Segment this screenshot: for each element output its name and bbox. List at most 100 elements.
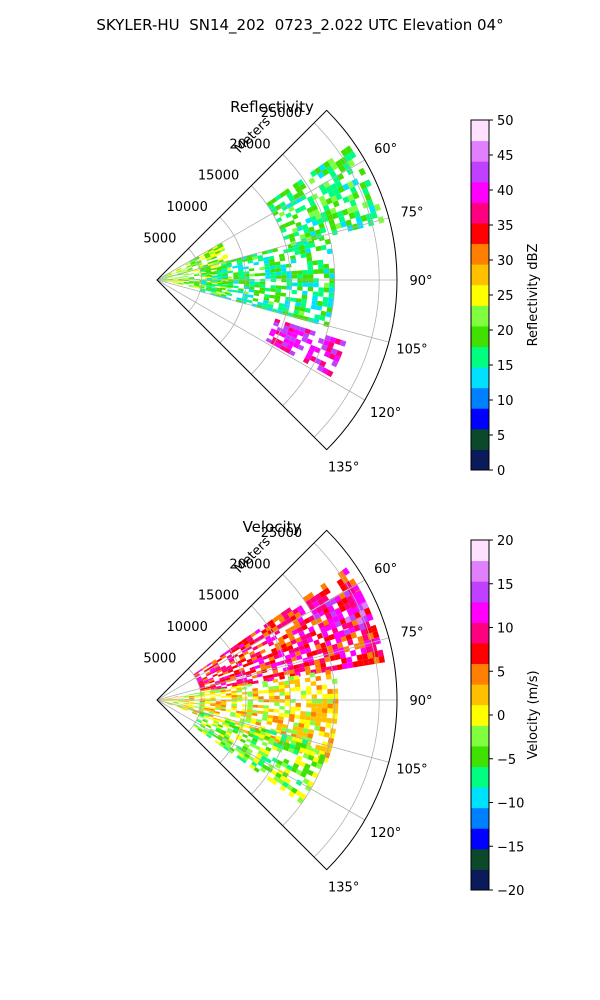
data-cell — [320, 188, 329, 196]
data-cell — [281, 762, 288, 768]
data-cell — [162, 698, 168, 700]
data-cell — [253, 261, 259, 266]
data-cell — [194, 256, 200, 260]
data-cell — [222, 273, 228, 276]
data-cell — [268, 656, 275, 662]
data-cell — [181, 268, 187, 271]
chart-panel-reflectivity: Reflectivity60°75°90°105°120°135°5000100… — [143, 98, 541, 479]
data-cell — [220, 701, 227, 704]
data-cell — [157, 280, 163, 281]
data-cell — [272, 336, 279, 343]
data-cell — [267, 717, 273, 722]
data-cell — [162, 280, 168, 281]
data-cell — [194, 274, 200, 277]
data-cell — [295, 702, 301, 707]
data-cell — [288, 350, 296, 357]
data-cell — [204, 702, 211, 705]
data-cell — [329, 278, 335, 284]
colorbar: −20 −15 −10 −5 0 5 10 15 20 Velocity (m/s) — [470, 534, 541, 899]
data-cell — [362, 659, 370, 666]
colorbar-swatch — [471, 828, 489, 850]
data-cell — [220, 695, 227, 698]
data-cell — [172, 703, 178, 706]
data-cell — [211, 256, 217, 260]
data-cell — [187, 268, 193, 271]
data-cell — [256, 719, 262, 723]
data-cell — [284, 684, 290, 689]
data-cell — [284, 691, 291, 696]
data-cell — [251, 712, 258, 717]
data-cell — [291, 289, 298, 295]
data-cell — [233, 274, 239, 278]
data-cell — [207, 732, 213, 737]
data-cell — [275, 645, 283, 651]
data-cell — [302, 270, 308, 275]
data-cell — [335, 159, 343, 168]
data-cell — [238, 667, 245, 672]
data-cell — [196, 677, 202, 681]
data-cell — [157, 278, 162, 280]
azimuth-spoke — [156, 637, 389, 701]
data-cell — [300, 694, 307, 699]
data-cell — [279, 201, 287, 208]
data-cell — [231, 664, 238, 670]
data-cell — [210, 685, 216, 688]
data-cell — [298, 310, 305, 316]
data-cell — [262, 631, 270, 638]
data-cell — [221, 263, 227, 267]
data-cell — [283, 188, 291, 195]
data-cell — [259, 287, 266, 291]
data-cell — [244, 281, 250, 285]
data-cell — [289, 687, 296, 692]
data-cell — [236, 687, 242, 691]
data-cell — [292, 274, 298, 279]
data-cell — [304, 748, 311, 755]
data-cell — [219, 248, 226, 253]
data-cell — [295, 790, 303, 797]
data-cell — [259, 266, 265, 271]
data-cell — [239, 669, 246, 674]
data-cell — [292, 618, 299, 626]
data-cell — [167, 697, 173, 699]
data-cell — [161, 275, 167, 278]
data-cell — [254, 732, 260, 737]
data-cell — [210, 668, 216, 673]
data-cell — [188, 704, 194, 706]
data-cell — [339, 604, 347, 613]
data-cell — [318, 287, 324, 293]
data-cell — [249, 764, 256, 770]
data-cell — [213, 261, 219, 265]
data-cell — [237, 262, 243, 266]
colorbar-swatch — [471, 725, 489, 747]
data-cell — [321, 712, 328, 718]
data-cell — [201, 731, 207, 736]
data-cell — [296, 605, 304, 612]
data-cell — [263, 749, 271, 755]
data-cell — [348, 150, 357, 160]
data-cell — [310, 304, 317, 310]
data-cell — [246, 645, 253, 651]
data-cell — [294, 745, 301, 752]
data-cell — [198, 709, 204, 712]
range-tick-label: 5000 — [143, 232, 176, 247]
data-cell — [183, 281, 189, 283]
range-tick-label: 25000 — [261, 526, 302, 541]
data-cell — [307, 754, 315, 761]
data-cell — [251, 761, 258, 767]
data-cell — [320, 344, 328, 351]
data-cell — [332, 688, 339, 694]
colorbar-swatch — [471, 869, 489, 891]
data-cell — [297, 344, 305, 351]
data-cell — [317, 622, 325, 629]
data-cell — [273, 321, 280, 327]
data-cell — [304, 243, 311, 250]
data-cell — [182, 708, 188, 712]
data-cell — [231, 695, 237, 698]
data-cell — [260, 281, 266, 285]
data-cell — [266, 766, 273, 773]
data-cell — [286, 631, 294, 638]
data-cell — [178, 278, 184, 280]
data-cell — [315, 643, 322, 650]
colorbar-tick-label: 20 — [497, 534, 514, 549]
data-cell — [292, 282, 298, 287]
